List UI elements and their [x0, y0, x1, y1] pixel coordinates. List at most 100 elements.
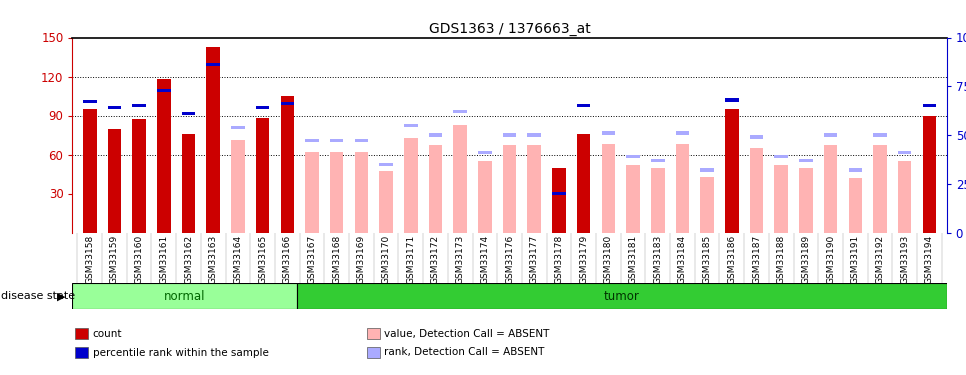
Bar: [873, 134, 887, 136]
Text: GSM33185: GSM33185: [702, 235, 712, 284]
Bar: [553, 192, 566, 195]
Bar: [675, 131, 689, 135]
Bar: [898, 161, 912, 232]
Text: tumor: tumor: [604, 290, 639, 303]
Bar: [848, 168, 862, 172]
Title: GDS1363 / 1376663_at: GDS1363 / 1376663_at: [429, 22, 590, 36]
Bar: [182, 134, 195, 232]
Bar: [651, 159, 665, 162]
Bar: [750, 148, 763, 232]
Bar: [83, 100, 97, 104]
Bar: [107, 106, 121, 109]
Bar: [355, 139, 368, 142]
Bar: [256, 118, 270, 232]
Bar: [700, 177, 714, 232]
Text: GSM33167: GSM33167: [307, 235, 317, 284]
Text: GSM33158: GSM33158: [85, 235, 95, 284]
Text: GSM33177: GSM33177: [529, 235, 539, 284]
Text: GSM33173: GSM33173: [456, 235, 465, 284]
Bar: [626, 155, 639, 158]
Bar: [700, 168, 714, 172]
Bar: [725, 98, 739, 102]
Text: GSM33176: GSM33176: [505, 235, 514, 284]
Text: normal: normal: [164, 290, 206, 303]
Bar: [577, 134, 590, 232]
Bar: [404, 138, 417, 232]
Text: GSM33164: GSM33164: [234, 235, 242, 284]
Bar: [750, 135, 763, 139]
Bar: [207, 63, 220, 66]
Bar: [280, 96, 294, 232]
Text: GSM33162: GSM33162: [184, 235, 193, 284]
Bar: [453, 124, 467, 232]
Bar: [478, 161, 492, 232]
Text: value, Detection Call = ABSENT: value, Detection Call = ABSENT: [384, 329, 550, 339]
Bar: [502, 134, 517, 136]
Bar: [429, 134, 442, 136]
Text: GSM33189: GSM33189: [802, 235, 810, 284]
Bar: [824, 146, 838, 232]
Text: GSM33161: GSM33161: [159, 235, 168, 284]
Text: disease state: disease state: [1, 291, 75, 301]
Text: GSM33193: GSM33193: [900, 235, 909, 284]
Text: GSM33181: GSM33181: [629, 235, 638, 284]
Bar: [675, 144, 689, 232]
Text: GSM33184: GSM33184: [678, 235, 687, 284]
Bar: [923, 104, 936, 107]
Bar: [330, 152, 344, 232]
Text: percentile rank within the sample: percentile rank within the sample: [93, 348, 269, 357]
Bar: [898, 151, 912, 154]
Bar: [453, 110, 467, 113]
Text: GSM33160: GSM33160: [134, 235, 144, 284]
Bar: [429, 146, 442, 232]
Text: GSM33191: GSM33191: [851, 235, 860, 284]
Text: GSM33178: GSM33178: [554, 235, 563, 284]
Text: GSM33172: GSM33172: [431, 235, 440, 284]
Bar: [207, 46, 220, 232]
Text: GSM33174: GSM33174: [480, 235, 490, 284]
Text: GSM33188: GSM33188: [777, 235, 785, 284]
Bar: [380, 163, 393, 166]
Text: GSM33192: GSM33192: [875, 235, 885, 284]
Bar: [132, 119, 146, 232]
Bar: [502, 146, 517, 232]
Bar: [651, 168, 665, 232]
Bar: [725, 109, 739, 232]
Text: GSM33168: GSM33168: [332, 235, 341, 284]
Bar: [527, 146, 541, 232]
Bar: [256, 106, 270, 109]
Bar: [157, 88, 171, 92]
Text: GSM33170: GSM33170: [382, 235, 390, 284]
Text: GSM33165: GSM33165: [258, 235, 268, 284]
Text: ▶: ▶: [57, 291, 66, 301]
Text: GSM33194: GSM33194: [924, 235, 934, 284]
Text: GSM33183: GSM33183: [653, 235, 663, 284]
Text: GSM33166: GSM33166: [283, 235, 292, 284]
Bar: [626, 165, 639, 232]
Text: GSM33171: GSM33171: [407, 235, 415, 284]
Text: GSM33159: GSM33159: [110, 235, 119, 284]
Bar: [527, 134, 541, 136]
Bar: [873, 146, 887, 232]
Bar: [330, 139, 344, 142]
Bar: [380, 171, 393, 232]
Bar: [799, 159, 812, 162]
Bar: [157, 79, 171, 232]
Bar: [404, 124, 417, 127]
Bar: [602, 144, 615, 232]
Bar: [83, 109, 97, 232]
Bar: [923, 116, 936, 232]
Bar: [280, 102, 294, 105]
Text: rank, Detection Call = ABSENT: rank, Detection Call = ABSENT: [384, 348, 545, 357]
Text: GSM33180: GSM33180: [604, 235, 612, 284]
Bar: [72, 283, 298, 309]
Bar: [553, 168, 566, 232]
Bar: [132, 104, 146, 107]
Bar: [231, 126, 244, 129]
Bar: [305, 152, 319, 232]
Bar: [478, 151, 492, 154]
Bar: [775, 165, 788, 232]
Bar: [355, 152, 368, 232]
Text: count: count: [93, 329, 123, 339]
Bar: [799, 168, 812, 232]
